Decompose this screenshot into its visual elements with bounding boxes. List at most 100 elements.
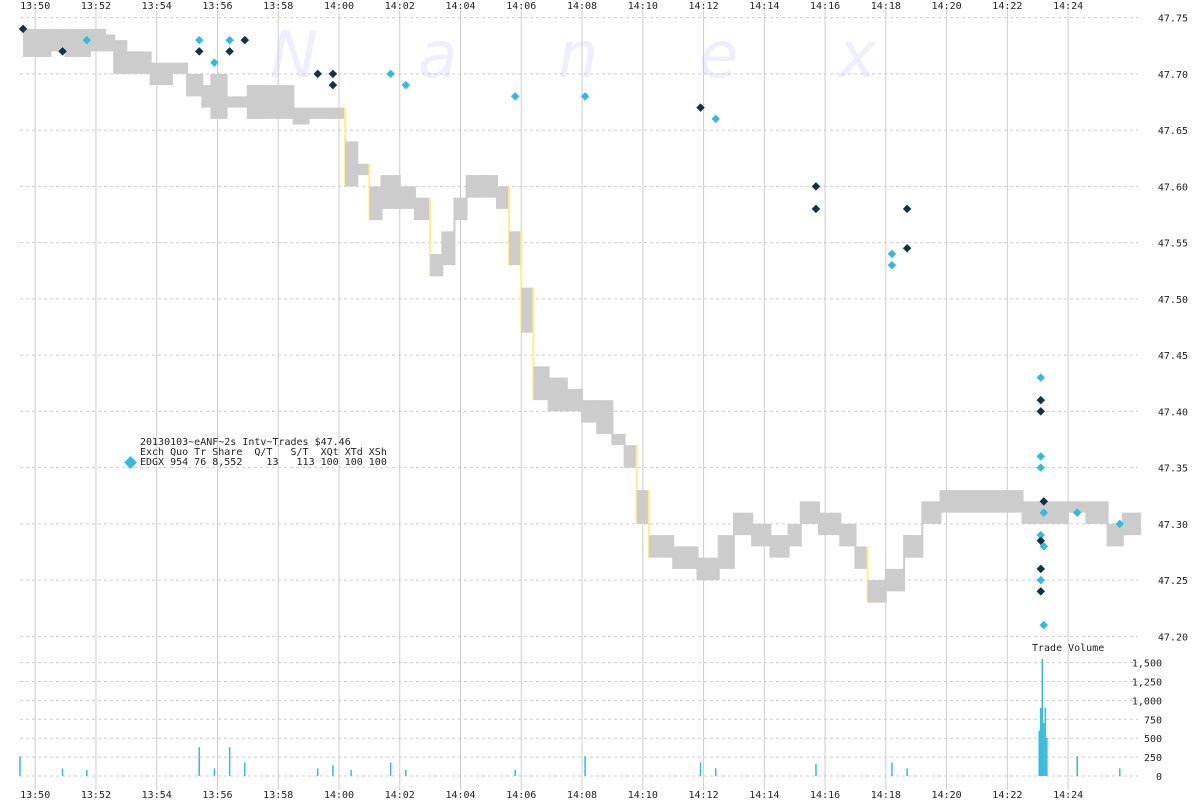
grid-lines [20,10,1138,790]
nbbo-transition [532,287,535,401]
nbbo-block [533,366,549,401]
nbbo-transition [866,546,869,603]
x-tick-label-top: 14:08 [567,1,597,12]
volume-bar [1043,723,1045,776]
nbbo-block [922,501,941,524]
legend-title: 20130103~eANF~2s Intv~Trades $47.46 [140,437,351,448]
price-tick-label: 47.25 [1158,576,1188,587]
x-tick-label-bottom: 14:18 [871,790,901,800]
nbbo-block [484,175,497,198]
trade-marker [1115,519,1125,529]
nbbo-block [509,231,522,266]
trade-marker [240,35,250,45]
volume-bar [405,769,407,776]
price-tick-label: 47.75 [1158,14,1188,25]
x-tick-label-top: 13:56 [202,1,232,12]
trade-marker [1036,536,1046,545]
trade-marker [1039,508,1049,517]
nbbo-transition [647,490,650,558]
nbbo-block [770,535,789,558]
nbbo-transition [903,535,906,592]
volume-tick-label: 1,250 [1132,677,1162,688]
volume-tick-label: 0 [1156,772,1162,783]
x-tick-label-bottom: 14:04 [445,790,475,800]
nbbo-transition [292,85,295,125]
price-tick-label: 47.50 [1158,295,1188,306]
volume-axis: 1,500 1,250 1,000 750 500 250 0 [1132,659,1162,783]
volume-bar [389,762,392,776]
volume-bar [1076,756,1078,776]
nbbo-block [89,28,106,52]
nbbo-block [733,512,753,536]
nbbo-block [819,512,841,536]
x-tick-label-top: 14:02 [385,1,415,12]
volume-bar [1038,730,1041,776]
nbbo-block [1107,523,1123,547]
x-tick-label-top: 14:10 [628,1,658,12]
nbbo-block [582,400,598,423]
x-tick-label-bottom: 14:10 [628,790,658,800]
trade-marker [887,260,897,270]
nbbo-block [247,85,264,119]
nbbo-block [293,107,309,125]
nbbo-block [23,28,51,57]
nbbo-block [357,163,370,176]
price-tick-label: 47.65 [1158,126,1188,137]
volume-bar [815,763,817,776]
nbbo-block [187,73,203,97]
nbbo-block [226,96,248,108]
nbbo-transition [635,445,638,524]
nbbo-block [800,501,820,524]
x-tick-label-bottom: 14:24 [1053,790,1083,800]
trade-marker [82,35,92,45]
nbbo-block [673,546,698,569]
volume-bar [714,768,717,776]
x-tick-label-top: 13:52 [81,1,111,12]
volume-bar [316,768,319,776]
volume-bar [86,769,88,776]
price-tick-label: 47.40 [1158,407,1188,418]
volume-bar [699,762,702,776]
x-tick-label-top: 14:12 [689,1,719,12]
nbbo-block [171,62,188,74]
x-tick-label-bottom: 13:52 [81,790,111,800]
volume-bar [350,769,352,776]
trade-marker [1036,452,1046,461]
trade-marker [1036,407,1046,416]
trade-markers [18,24,1125,630]
nbbo-block [369,186,382,221]
volume-tick-label: 250 [1144,753,1162,764]
price-axis: 47.75 47.70 47.65 47.60 47.55 47.50 47.45 47.40… [1158,14,1188,644]
x-tick-label-top: 14:20 [932,1,962,12]
trade-marker [58,47,67,56]
x-tick-label-top: 14:24 [1053,1,1083,12]
price-tick-label: 47.20 [1158,632,1188,643]
legend-header: Exch Quo Tr Share Q/T S/T XQt XTd XSh [140,447,387,458]
volume-tick-label: 500 [1144,734,1162,745]
volume-bar [891,762,893,776]
volume-axis-label: Trade Volume [1032,643,1104,654]
x-tick-label-top: 13:54 [142,1,172,12]
volume-bar [1119,768,1121,776]
nbbo-block [1068,501,1087,513]
trade-marker [1036,463,1046,472]
volume-bar [584,756,586,776]
trade-marker [1039,497,1049,506]
volume-bar [198,747,200,776]
volume-bar [228,747,231,776]
nbbo-block [211,73,227,119]
nbbo-transition [732,512,735,569]
legend-row: EDGX 954 76 8,552 13 113 100 100 100 [140,457,387,468]
x-tick-label-bottom: 13:56 [202,790,232,800]
x-tick-label-top: 14:22 [992,1,1022,12]
trade-marker [313,69,322,79]
price-tick-label: 47.30 [1158,520,1188,531]
price-tick-label: 47.55 [1158,239,1188,250]
x-tick-label-top: 14:06 [506,1,536,12]
nbbo-block [1122,512,1142,536]
watermark-text: N a n e x [270,19,916,93]
trade-marker [1036,564,1046,574]
nbbo-transition [429,197,432,277]
